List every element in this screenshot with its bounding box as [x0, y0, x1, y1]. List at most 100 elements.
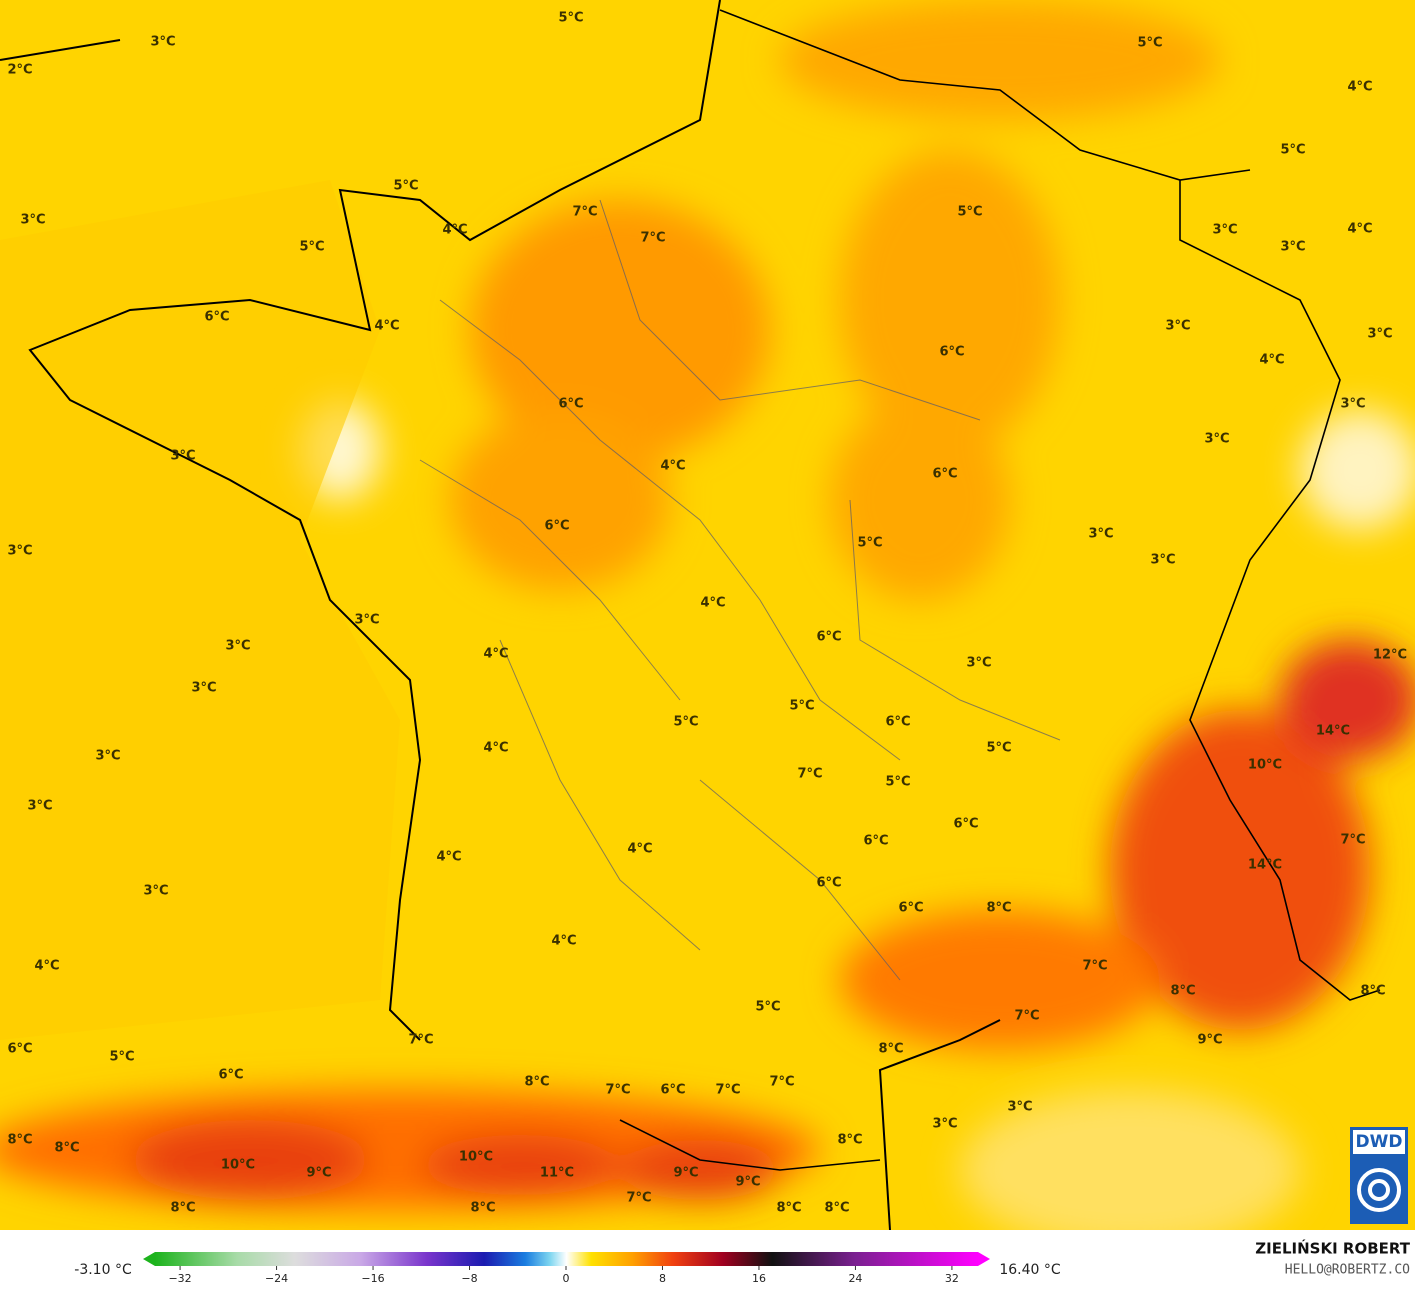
colorbar-tick-label: 0 — [563, 1272, 570, 1285]
temp-label: 7°C — [605, 1083, 630, 1098]
colorbar-tick-label: −16 — [361, 1272, 384, 1285]
temp-label: 4°C — [34, 959, 59, 974]
colorbar-tick-label: −24 — [265, 1272, 288, 1285]
temp-label: 4°C — [627, 842, 652, 857]
temp-label: 7°C — [1340, 833, 1365, 848]
temp-label: 12°C — [1373, 648, 1407, 663]
temp-label: 7°C — [572, 205, 597, 220]
temp-label: 4°C — [551, 934, 576, 949]
temp-label: 3°C — [95, 749, 120, 764]
temp-label: 4°C — [700, 596, 725, 611]
colorbar-tick-label: 16 — [752, 1272, 766, 1285]
temp-label: 4°C — [436, 850, 461, 865]
temp-label: 8°C — [776, 1201, 801, 1216]
temp-label: 3°C — [354, 613, 379, 628]
temp-label: 6°C — [544, 519, 569, 534]
temp-label: 8°C — [470, 1201, 495, 1216]
colorbar-tick-label: −8 — [461, 1272, 477, 1285]
temp-label: 6°C — [660, 1083, 685, 1098]
temp-label: 8°C — [1360, 984, 1385, 999]
temp-label: 5°C — [109, 1050, 134, 1065]
temp-label: 3°C — [225, 639, 250, 654]
temp-label: 4°C — [1347, 80, 1372, 95]
colorbar-gradient — [155, 1252, 978, 1266]
temp-label: 10°C — [221, 1158, 255, 1173]
temp-label: 5°C — [558, 11, 583, 26]
temp-label: 8°C — [1170, 984, 1195, 999]
temp-label: 3°C — [20, 213, 45, 228]
temp-label: 8°C — [824, 1201, 849, 1216]
temp-label: 7°C — [715, 1083, 740, 1098]
temp-label: 2°C — [7, 63, 32, 78]
colorbar-tick-label: 8 — [659, 1272, 666, 1285]
temp-label: 6°C — [953, 817, 978, 832]
colorbar-tick-label: 24 — [848, 1272, 862, 1285]
temp-label: 9°C — [735, 1175, 760, 1190]
temp-label: 7°C — [1082, 959, 1107, 974]
temperature-labels: 3°C 2°C 5°C 5°C 4°C 5°C 3°C 5°C 4°C 7°C 7°C 5°C 5°C 3… — [7, 11, 1407, 1216]
temp-label: 3°C — [191, 681, 216, 696]
temp-label: 5°C — [393, 179, 418, 194]
temp-label: 3°C — [1007, 1100, 1032, 1115]
temp-label: 5°C — [789, 699, 814, 714]
colorbar: -3.10 °C 16.40 °C −32 −24 −16 −8 0 8 16 24 32 — [74, 1252, 1061, 1285]
contact: HELLO@ROBERTZ.CO — [1285, 1263, 1410, 1278]
temp-label: 7°C — [408, 1033, 433, 1048]
temp-label: 5°C — [885, 775, 910, 790]
temp-label: 4°C — [1347, 222, 1372, 237]
temp-label: 5°C — [1137, 36, 1162, 51]
temp-label: 3°C — [966, 656, 991, 671]
temp-label: 6°C — [7, 1042, 32, 1057]
temp-label: 9°C — [306, 1166, 331, 1181]
temp-label: 5°C — [755, 1000, 780, 1015]
temp-label: 8°C — [878, 1042, 903, 1057]
temp-label: 5°C — [857, 536, 882, 551]
temp-label: 5°C — [1280, 143, 1305, 158]
temp-label: 3°C — [1212, 223, 1237, 238]
legend-min: -3.10 °C — [74, 1262, 132, 1278]
temp-label: 4°C — [483, 647, 508, 662]
temp-label: 7°C — [1014, 1009, 1039, 1024]
temp-label: 5°C — [673, 715, 698, 730]
temp-label: 14°C — [1316, 724, 1350, 739]
temp-label: 5°C — [986, 741, 1011, 756]
temp-label: 6°C — [204, 310, 229, 325]
temp-label: 8°C — [54, 1141, 79, 1156]
temp-label: 8°C — [837, 1133, 862, 1148]
temp-label: 3°C — [27, 799, 52, 814]
temp-label: 4°C — [660, 459, 685, 474]
temp-label: 9°C — [1197, 1033, 1222, 1048]
temp-label: 4°C — [483, 741, 508, 756]
colorbar-tick-label: 32 — [945, 1272, 959, 1285]
temp-label: 10°C — [1248, 758, 1282, 773]
temp-label: 6°C — [558, 397, 583, 412]
temp-label: 3°C — [932, 1117, 957, 1132]
temp-label: 3°C — [7, 544, 32, 559]
temp-label: 10°C — [459, 1150, 493, 1165]
temp-label: 7°C — [797, 767, 822, 782]
temp-label: 7°C — [769, 1075, 794, 1090]
temp-label: 11°C — [540, 1166, 574, 1181]
temp-label: 5°C — [957, 205, 982, 220]
temp-label: 6°C — [932, 467, 957, 482]
temp-label: 8°C — [7, 1133, 32, 1148]
temp-label: 3°C — [1340, 397, 1365, 412]
temp-label: 3°C — [1367, 327, 1392, 342]
temp-label: 4°C — [442, 223, 467, 238]
temp-label: 8°C — [524, 1075, 549, 1090]
author: ZIELIŃSKI ROBERT — [1255, 1239, 1410, 1258]
temp-label: 6°C — [885, 715, 910, 730]
temp-label: 6°C — [816, 876, 841, 891]
temp-label: 3°C — [1204, 432, 1229, 447]
temp-label: 4°C — [374, 319, 399, 334]
temp-label: 6°C — [816, 630, 841, 645]
temp-label: 8°C — [170, 1201, 195, 1216]
temp-label: 7°C — [640, 231, 665, 246]
dwd-logo: DWD — [1350, 1127, 1408, 1224]
colorbar-tick-label: −32 — [168, 1272, 191, 1285]
temp-label: 3°C — [143, 884, 168, 899]
legend-max: 16.40 °C — [999, 1262, 1061, 1278]
